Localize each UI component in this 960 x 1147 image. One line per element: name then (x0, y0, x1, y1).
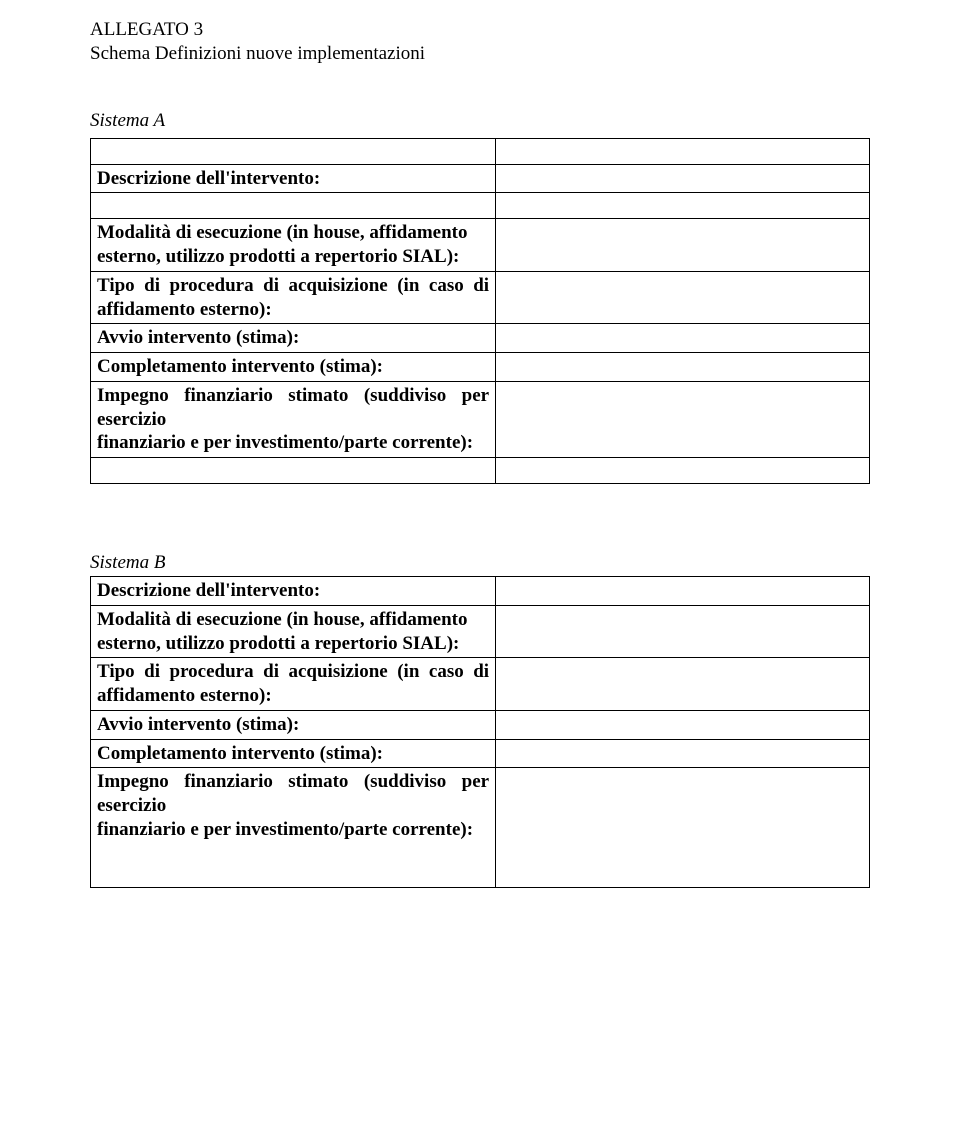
cell-value (496, 164, 870, 193)
table-row: Descrizione dell'intervento: (91, 577, 870, 606)
table-row: Impegno finanziario stimato (suddiviso p… (91, 381, 870, 457)
cell-label-impegno: Impegno finanziario stimato (suddiviso p… (91, 768, 496, 888)
table-row: Completamento intervento (stima): (91, 739, 870, 768)
cell-label-descrizione: Descrizione dell'intervento: (91, 164, 496, 193)
table-row: Tipo di procedura di acquisizione (in ca… (91, 658, 870, 711)
cell-value (496, 710, 870, 739)
text: finanziario e per investimento/parte cor… (97, 819, 473, 840)
page: ALLEGATO 3 Schema Definizioni nuove impl… (0, 0, 960, 928)
text: esterno, utilizzo prodotti a repertorio … (97, 246, 459, 267)
cell-value (496, 219, 870, 272)
cell-label-blank-top (91, 138, 496, 164)
text: Impegno finanziario stimato (suddiviso p… (97, 385, 489, 430)
cell-value (496, 739, 870, 768)
cell-label-impegno: Impegno finanziario stimato (suddiviso p… (91, 381, 496, 457)
cell-value (496, 658, 870, 711)
cell-value (496, 353, 870, 382)
table-row: Descrizione dell'intervento: (91, 164, 870, 193)
table-row: Impegno finanziario stimato (suddiviso p… (91, 768, 870, 888)
text: Impegno finanziario stimato (suddiviso p… (97, 771, 489, 816)
table-row (91, 138, 870, 164)
table-row (91, 193, 870, 219)
cell-value (496, 138, 870, 164)
table-row (91, 458, 870, 484)
cell-value (496, 577, 870, 606)
cell-value (496, 605, 870, 658)
text: Modalità di esecuzione (in house, affida… (97, 222, 468, 243)
cell-value (496, 381, 870, 457)
table-row: Completamento intervento (stima): (91, 353, 870, 382)
header-line-2: Schema Definizioni nuove implementazioni (90, 42, 870, 66)
cell-label-blank (91, 193, 496, 219)
cell-value (496, 458, 870, 484)
cell-label-avvio: Avvio intervento (stima): (91, 710, 496, 739)
table-row: Avvio intervento (stima): (91, 324, 870, 353)
table-sistema-b: Descrizione dell'intervento: Modalità di… (90, 576, 870, 888)
cell-label-tipo: Tipo di procedura di acquisizione (in ca… (91, 271, 496, 324)
cell-value (496, 271, 870, 324)
section-a-label: Sistema A (90, 110, 870, 132)
text: Modalità di esecuzione (in house, affida… (97, 609, 468, 630)
cell-label-modalita: Modalità di esecuzione (in house, affida… (91, 219, 496, 272)
cell-label-blank-bottom (91, 458, 496, 484)
table-row: Tipo di procedura di acquisizione (in ca… (91, 271, 870, 324)
cell-label-modalita: Modalità di esecuzione (in house, affida… (91, 605, 496, 658)
table-row: Modalità di esecuzione (in house, affida… (91, 605, 870, 658)
section-b-label: Sistema B (90, 552, 870, 574)
cell-label-descrizione: Descrizione dell'intervento: (91, 577, 496, 606)
text: esterno, utilizzo prodotti a repertorio … (97, 633, 459, 654)
cell-value (496, 324, 870, 353)
text: finanziario e per investimento/parte cor… (97, 432, 473, 453)
cell-label-avvio: Avvio intervento (stima): (91, 324, 496, 353)
cell-value (496, 768, 870, 888)
cell-label-completamento: Completamento intervento (stima): (91, 353, 496, 382)
table-row: Modalità di esecuzione (in house, affida… (91, 219, 870, 272)
table-sistema-a: Descrizione dell'intervento: Modalità di… (90, 138, 870, 485)
table-row: Avvio intervento (stima): (91, 710, 870, 739)
header-line-1: ALLEGATO 3 (90, 18, 870, 42)
cell-label-tipo: Tipo di procedura di acquisizione (in ca… (91, 658, 496, 711)
cell-value (496, 193, 870, 219)
cell-label-completamento: Completamento intervento (stima): (91, 739, 496, 768)
